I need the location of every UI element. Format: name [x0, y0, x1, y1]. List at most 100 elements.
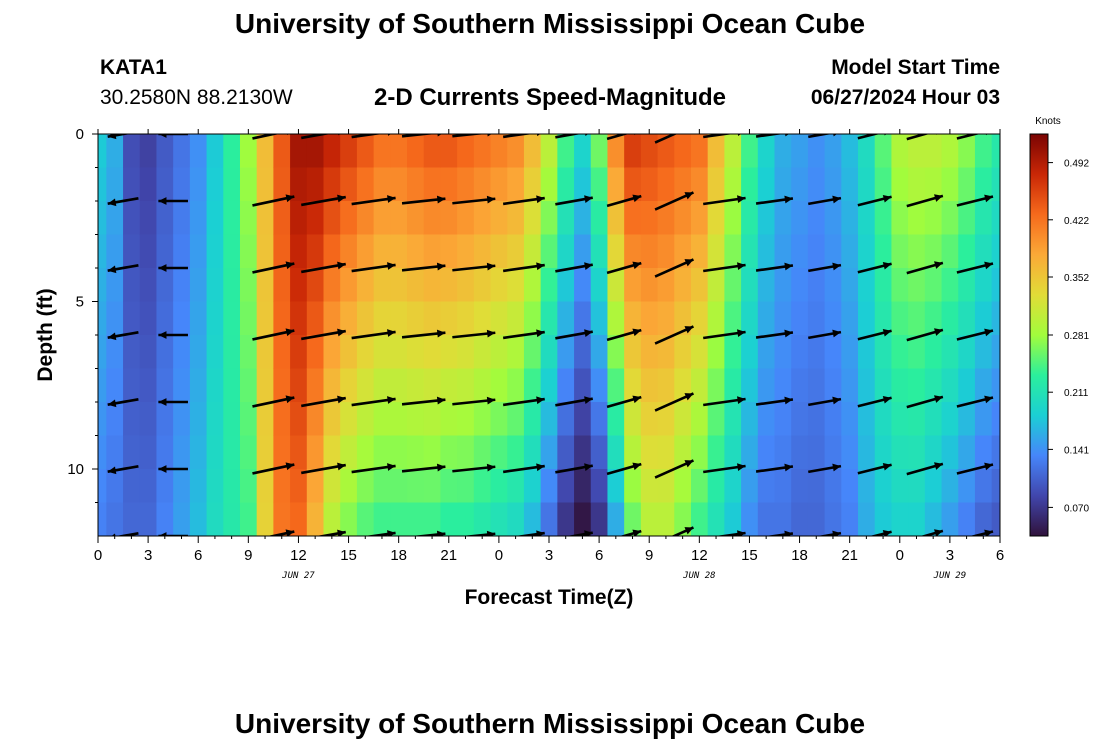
- y-tick-label: 5: [76, 294, 84, 311]
- heatmap-cell: [925, 134, 942, 168]
- heatmap-cell: [140, 302, 157, 336]
- heatmap-cell: [724, 134, 741, 168]
- heatmap-cell: [98, 369, 107, 403]
- heatmap-cell: [106, 436, 123, 470]
- heatmap-cell: [992, 503, 1001, 537]
- heatmap-cell: [357, 369, 374, 403]
- heatmap-cell: [407, 503, 424, 537]
- heatmap-cell: [624, 268, 641, 302]
- heatmap-cell: [741, 335, 758, 369]
- x-tick-label: 3: [946, 547, 954, 564]
- heatmap-cell: [106, 201, 123, 235]
- heatmap-cell: [374, 402, 391, 436]
- heatmap-cell: [758, 168, 775, 202]
- heatmap-cell: [808, 268, 825, 302]
- heatmap-cell: [741, 134, 758, 168]
- heatmap-cell: [190, 268, 207, 302]
- x-tick-label: 6: [194, 547, 202, 564]
- heatmap-cell: [925, 201, 942, 235]
- heatmap-cell: [173, 503, 190, 537]
- heatmap-cell: [357, 402, 374, 436]
- heatmap-cell: [324, 469, 341, 503]
- heatmap-cell: [674, 402, 691, 436]
- heatmap-cell: [123, 469, 140, 503]
- heatmap-cell: [758, 369, 775, 403]
- heatmap-cell: [307, 235, 324, 269]
- heatmap-cell: [658, 302, 675, 336]
- heatmap-cell: [524, 469, 541, 503]
- heatmap-cell: [641, 469, 658, 503]
- heatmap-cell: [240, 436, 257, 470]
- heatmap-cell: [207, 469, 224, 503]
- heatmap-cell: [440, 134, 457, 168]
- heatmap-cell: [858, 302, 875, 336]
- heatmap-cell: [98, 469, 107, 503]
- heatmap-cell: [240, 235, 257, 269]
- heatmap-cell: [992, 402, 1001, 436]
- heatmap-cell: [357, 134, 374, 168]
- heatmap-cell: [440, 469, 457, 503]
- heatmap-cell: [708, 268, 725, 302]
- heatmap-cell: [173, 402, 190, 436]
- heatmap-cell: [841, 134, 858, 168]
- heatmap-cell: [758, 134, 775, 168]
- heatmap-cell: [992, 302, 1001, 336]
- heatmap-cell: [474, 335, 491, 369]
- heatmap-cell: [123, 335, 140, 369]
- heatmap-cell: [98, 201, 107, 235]
- heatmap-cell: [791, 302, 808, 336]
- heatmap-cell: [424, 201, 441, 235]
- heatmap-cell: [758, 268, 775, 302]
- heatmap-cell: [457, 469, 474, 503]
- heatmap-cell: [875, 402, 892, 436]
- heatmap-cell: [357, 235, 374, 269]
- heatmap-cell: [357, 268, 374, 302]
- heatmap-cell: [156, 503, 173, 537]
- heatmap-cell: [524, 201, 541, 235]
- heatmap-cell: [457, 268, 474, 302]
- heatmap-cell: [173, 168, 190, 202]
- heatmap-cell: [557, 268, 574, 302]
- heatmap-cell: [908, 369, 925, 403]
- heatmap-cell: [457, 134, 474, 168]
- heatmap-cell: [307, 302, 324, 336]
- heatmap-cell: [507, 436, 524, 470]
- heatmap-cell: [641, 168, 658, 202]
- x-tick-label: 9: [645, 547, 653, 564]
- heatmap-cell: [741, 469, 758, 503]
- heatmap-cell: [591, 268, 608, 302]
- heatmap-cell: [457, 302, 474, 336]
- heatmap-cell: [791, 335, 808, 369]
- heatmap-cell: [858, 369, 875, 403]
- heatmap-cell: [741, 402, 758, 436]
- heatmap-cell: [741, 369, 758, 403]
- heatmap-cell: [574, 469, 591, 503]
- heatmap-cell: [708, 402, 725, 436]
- heatmap-cell: [223, 168, 240, 202]
- heatmap-cell: [841, 268, 858, 302]
- heatmap-cell: [173, 302, 190, 336]
- heatmap-cell: [290, 268, 307, 302]
- heatmap-cell: [875, 335, 892, 369]
- heatmap-cell: [424, 402, 441, 436]
- heatmap-cell: [507, 134, 524, 168]
- heatmap-cell: [491, 201, 508, 235]
- x-tick-label: 15: [340, 547, 357, 564]
- heatmap-cell: [457, 402, 474, 436]
- heatmap-cell: [975, 134, 992, 168]
- heatmap-cell: [374, 268, 391, 302]
- heatmap-cell: [257, 268, 274, 302]
- heatmap-cell: [190, 235, 207, 269]
- heatmap-cell: [557, 503, 574, 537]
- heatmap-cell: [223, 503, 240, 537]
- x-tick-label: 18: [791, 547, 808, 564]
- heatmap-cell: [106, 268, 123, 302]
- x-tick-label: 3: [545, 547, 553, 564]
- heatmap-cell: [507, 302, 524, 336]
- heatmap-cell: [507, 201, 524, 235]
- heatmap-cell: [123, 402, 140, 436]
- heatmap-cell: [390, 335, 407, 369]
- heatmap-cell: [207, 302, 224, 336]
- heatmap-cell: [691, 469, 708, 503]
- heatmap-cell: [975, 201, 992, 235]
